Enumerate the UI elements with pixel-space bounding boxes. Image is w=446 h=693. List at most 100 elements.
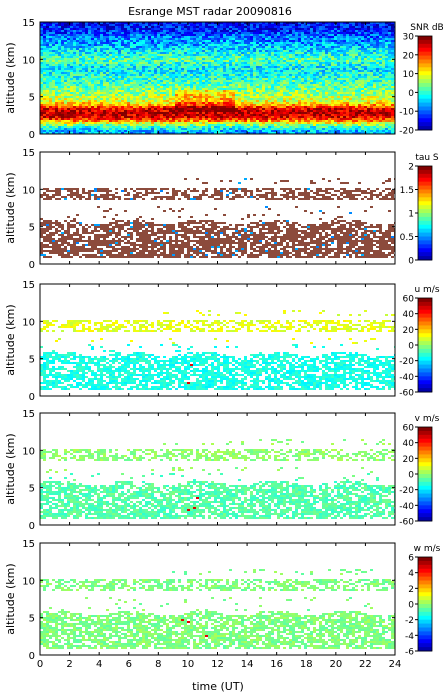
- heatmap-cell: [94, 118, 97, 120]
- heatmap-cell: [97, 68, 100, 70]
- heatmap-cell: [196, 66, 199, 68]
- heatmap-cell: [244, 38, 247, 40]
- heatmap-cell: [151, 122, 154, 124]
- heatmap-cell: [145, 118, 148, 120]
- heatmap-cell: [193, 122, 196, 124]
- heatmap-cell: [49, 56, 52, 58]
- heatmap-cell: [139, 130, 142, 132]
- heatmap-cell: [298, 42, 301, 44]
- heatmap-cell: [76, 118, 79, 120]
- heatmap-cell: [151, 112, 154, 114]
- heatmap-cell: [208, 44, 211, 46]
- heatmap-cell: [265, 74, 268, 76]
- heatmap-cell: [55, 84, 58, 86]
- heatmap-cell: [40, 110, 43, 112]
- heatmap-cell: [229, 54, 232, 56]
- heatmap-cell: [67, 98, 70, 100]
- heatmap-cell: [88, 52, 91, 54]
- heatmap-cell: [124, 132, 127, 134]
- heatmap-cell: [97, 104, 100, 106]
- heatmap-cell: [268, 30, 271, 32]
- heatmap-cell: [103, 78, 106, 80]
- heatmap-cell: [130, 88, 133, 90]
- heatmap-cell: [142, 90, 145, 92]
- heatmap-cell: [109, 124, 112, 126]
- heatmap-cell: [292, 58, 295, 60]
- heatmap-cell: [271, 54, 274, 56]
- heatmap-cell: [115, 98, 118, 100]
- heatmap-cell: [223, 38, 226, 40]
- heatmap-cell: [214, 38, 217, 40]
- heatmap-cell: [91, 102, 94, 104]
- heatmap-cell: [241, 86, 244, 88]
- heatmap-cell: [241, 116, 244, 118]
- heatmap-cell: [232, 118, 235, 120]
- heatmap-cell: [298, 22, 301, 24]
- heatmap-cell: [118, 90, 121, 92]
- heatmap-cell: [40, 72, 43, 74]
- heatmap-cell: [220, 94, 223, 96]
- heatmap-cell: [271, 116, 274, 118]
- heatmap-cell: [49, 34, 52, 36]
- heatmap-cell: [274, 68, 277, 70]
- heatmap-cell: [139, 54, 142, 56]
- heatmap-cell: [184, 114, 187, 116]
- heatmap-cell: [259, 38, 262, 40]
- heatmap-cell: [265, 76, 268, 78]
- heatmap-cell: [196, 92, 199, 94]
- heatmap-cell: [181, 64, 184, 66]
- heatmap-cell: [304, 80, 307, 82]
- heatmap-cell: [55, 68, 58, 70]
- heatmap-cell: [109, 126, 112, 128]
- heatmap-cell: [289, 108, 292, 110]
- heatmap-cell: [70, 30, 73, 32]
- heatmap-cell: [157, 124, 160, 126]
- heatmap-cell: [49, 104, 52, 106]
- heatmap-cell: [301, 40, 304, 42]
- heatmap-cell: [178, 30, 181, 32]
- heatmap-cell: [97, 76, 100, 78]
- heatmap-cell: [43, 34, 46, 36]
- heatmap-cell: [280, 68, 283, 70]
- heatmap-cell: [85, 132, 88, 134]
- heatmap-cell: [205, 32, 208, 34]
- heatmap-cell: [205, 126, 208, 128]
- heatmap-cell: [238, 34, 241, 36]
- heatmap-cell: [205, 30, 208, 32]
- heatmap-cell: [253, 126, 256, 128]
- heatmap-cell: [268, 96, 271, 98]
- heatmap-cell: [226, 84, 229, 86]
- heatmap-cell: [46, 132, 49, 134]
- heatmap-cell: [205, 34, 208, 36]
- heatmap-cell: [175, 62, 178, 64]
- heatmap-cell: [160, 92, 163, 94]
- heatmap-cell: [250, 50, 253, 52]
- heatmap-cell: [289, 94, 292, 96]
- heatmap-cell: [259, 94, 262, 96]
- heatmap-cell: [226, 92, 229, 94]
- heatmap-cell: [223, 68, 226, 70]
- heatmap-cell: [151, 130, 154, 132]
- heatmap-cell: [184, 32, 187, 34]
- heatmap-cell: [268, 46, 271, 48]
- heatmap-cell: [91, 74, 94, 76]
- heatmap-cell: [70, 36, 73, 38]
- heatmap-cell: [292, 70, 295, 72]
- heatmap-cell: [55, 54, 58, 56]
- heatmap-cell: [265, 42, 268, 44]
- heatmap-cell: [169, 44, 172, 46]
- heatmap-cell: [118, 80, 121, 82]
- heatmap-cell: [94, 66, 97, 68]
- heatmap-cell: [271, 30, 274, 32]
- heatmap-cell: [112, 34, 115, 36]
- heatmap-cell: [244, 90, 247, 92]
- heatmap-cell: [241, 34, 244, 36]
- heatmap-cell: [94, 60, 97, 62]
- heatmap-cell: [214, 96, 217, 98]
- heatmap-cell: [196, 120, 199, 122]
- heatmap-cell: [61, 32, 64, 34]
- heatmap-cell: [307, 22, 310, 24]
- heatmap-cell: [64, 48, 67, 50]
- heatmap-cell: [199, 50, 202, 52]
- heatmap-cell: [184, 70, 187, 72]
